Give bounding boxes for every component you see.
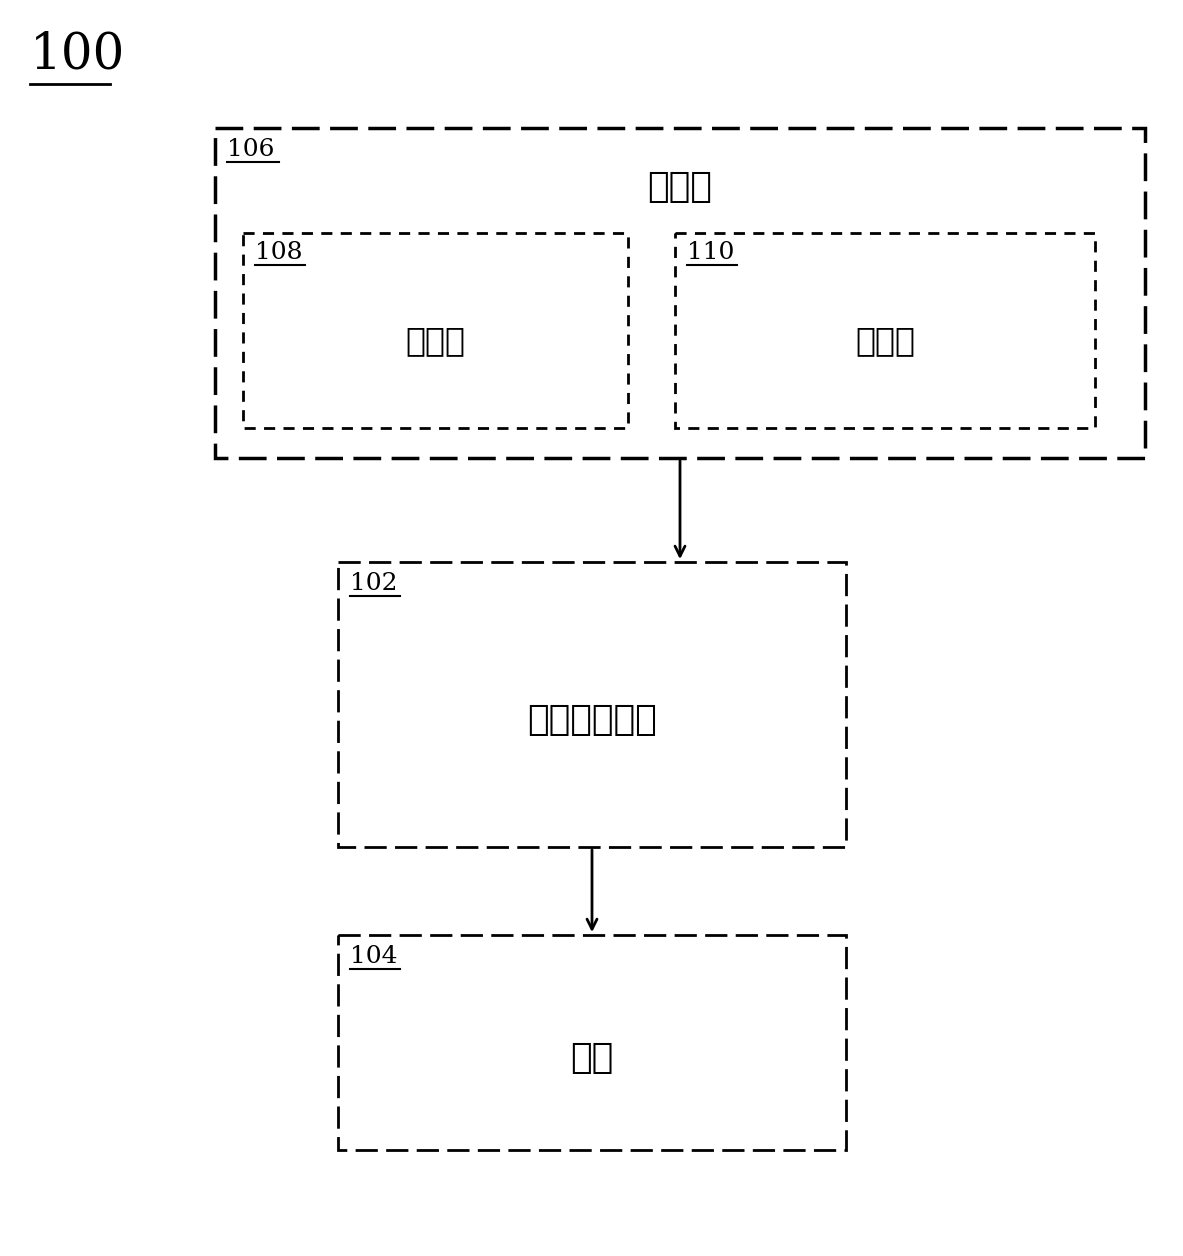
Text: 102: 102 [350, 571, 397, 595]
Text: 108: 108 [256, 241, 303, 264]
Text: 100: 100 [30, 30, 125, 79]
Text: 处理器: 处理器 [406, 324, 465, 357]
Text: 110: 110 [687, 241, 735, 264]
Bar [338, 561, 846, 847]
Text: 控制器: 控制器 [647, 170, 712, 203]
Text: 104: 104 [350, 945, 397, 968]
Bar [215, 128, 1145, 458]
Bar [243, 234, 628, 428]
Text: 存储器: 存储器 [855, 324, 914, 357]
Text: 样本: 样本 [570, 1040, 614, 1074]
Text: 106: 106 [227, 138, 274, 161]
Bar [338, 934, 846, 1150]
Text: 叠加计量工具: 叠加计量工具 [528, 702, 657, 736]
Bar [675, 234, 1095, 428]
